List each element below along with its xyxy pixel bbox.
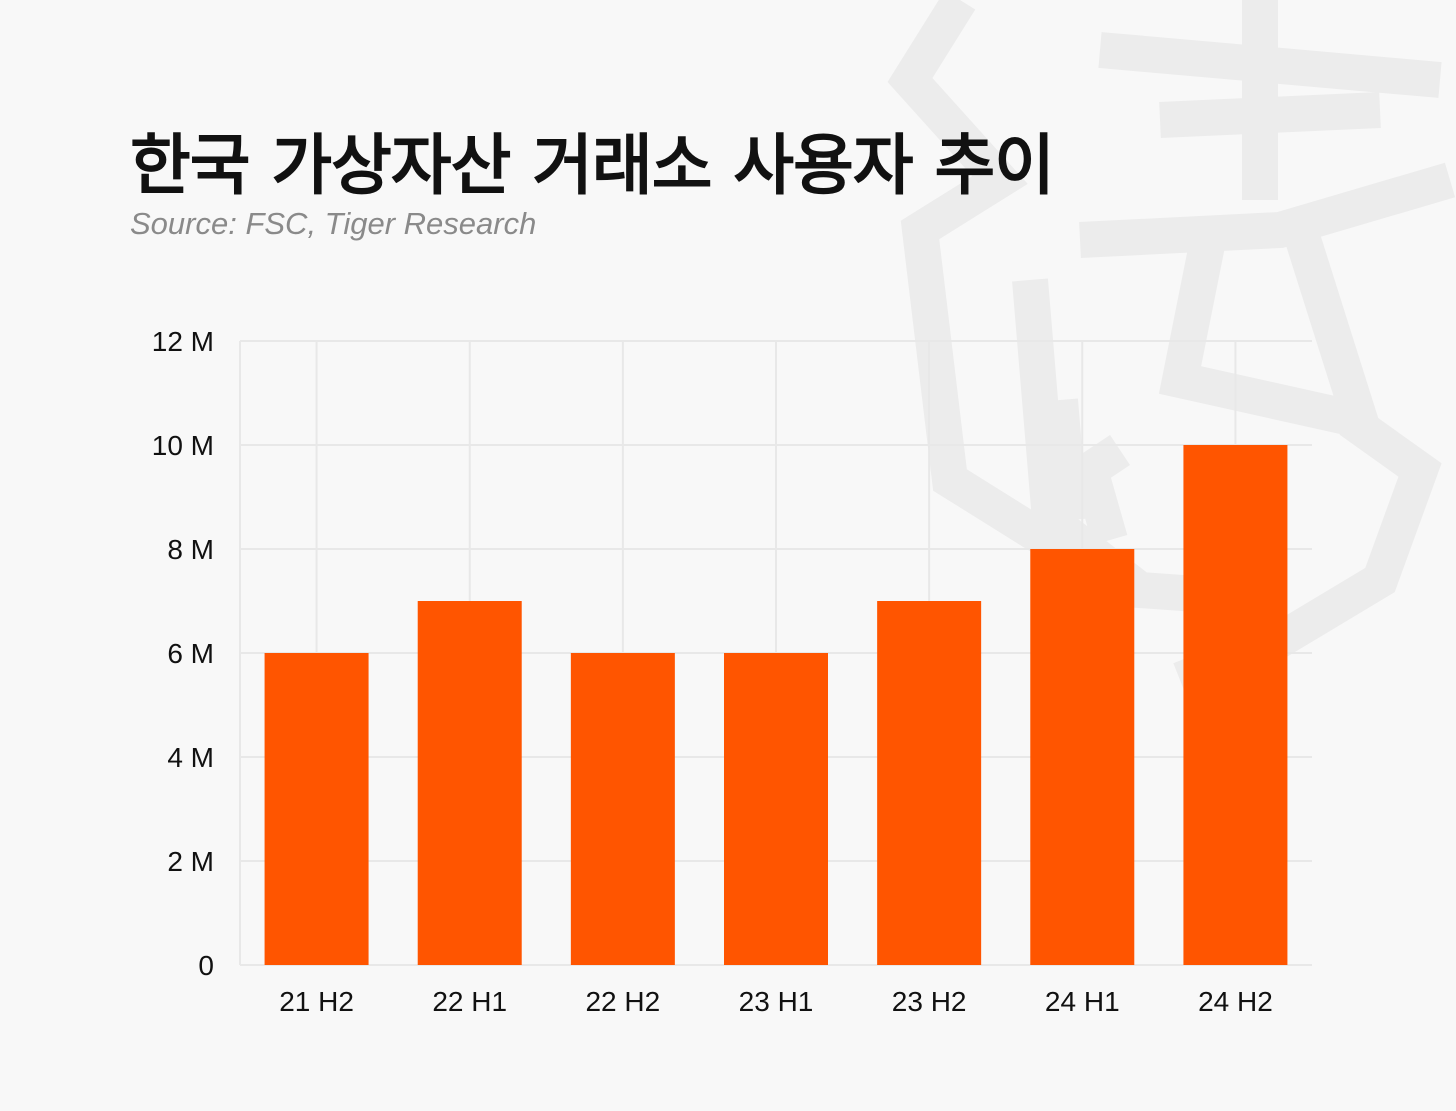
y-tick-label: 2 M [167,846,214,877]
bar-24-h2 [1183,445,1288,965]
x-axis: 21 H2 22 H1 22 H2 23 H1 23 H2 24 H1 24 H2 [279,986,1273,1017]
bar-23-h2 [877,601,982,965]
y-tick-label: 0 [198,950,214,981]
x-tick-label: 22 H2 [585,986,660,1017]
x-tick-label: 23 H1 [739,986,814,1017]
chart-subtitle: Source: FSC, Tiger Research [130,206,537,241]
x-tick-label: 24 H2 [1198,986,1273,1017]
bar-22-h1 [417,601,522,965]
chart-title: 한국 가상자산 거래소 사용자 추이 [130,127,1055,204]
x-tick-label: 22 H1 [432,986,507,1017]
y-tick-label: 4 M [167,742,214,773]
bar-21-h2 [264,653,369,965]
bar-22-h2 [570,653,675,965]
x-tick-label: 21 H2 [279,986,354,1017]
bar-23-h1 [724,653,828,965]
x-tick-label: 24 H1 [1045,986,1120,1017]
bar-layer [264,445,1288,965]
y-axis: 0 2 M 4 M 6 M 8 M 10 M 12 M [152,326,214,981]
y-tick-label: 8 M [167,534,214,565]
y-tick-label: 10 M [152,430,214,461]
y-tick-label: 12 M [152,326,214,357]
y-tick-label: 6 M [167,638,214,669]
x-tick-label: 23 H2 [892,986,967,1017]
bar-24-h1 [1030,549,1135,965]
